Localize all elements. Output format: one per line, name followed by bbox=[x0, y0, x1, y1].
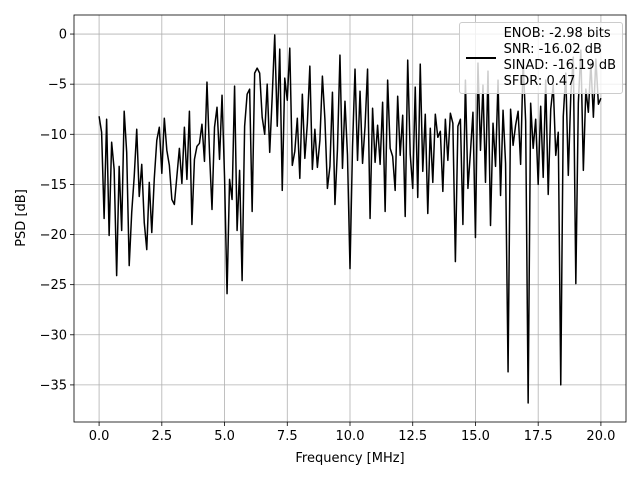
legend-swatch bbox=[465, 57, 496, 59]
y-tick-label: −20 bbox=[40, 228, 67, 243]
y-axis-label: PSD [dB] bbox=[14, 189, 29, 247]
legend: ENOB: -2.98 bits SNR: -16.02 dB SINAD: -… bbox=[458, 22, 623, 94]
x-tick-label: 10.0 bbox=[336, 429, 365, 444]
y-tick-label: −15 bbox=[40, 178, 67, 193]
x-tick-label: 2.5 bbox=[151, 429, 172, 444]
y-tick-label: −10 bbox=[40, 128, 67, 143]
x-tick-label: 12.5 bbox=[398, 429, 427, 444]
x-tick-label: 15.0 bbox=[461, 429, 490, 444]
y-tick-label: −30 bbox=[40, 328, 67, 343]
y-tick-label: −35 bbox=[40, 378, 67, 393]
x-tick-label: 20.0 bbox=[586, 429, 615, 444]
plot-frame bbox=[73, 14, 627, 423]
legend-label: ENOB: -2.98 bits SNR: -16.02 dB SINAD: -… bbox=[503, 26, 616, 89]
x-tick-label: 17.5 bbox=[524, 429, 553, 444]
x-tick-label: 0.0 bbox=[89, 429, 110, 444]
x-tick-label: 5.0 bbox=[214, 429, 235, 444]
y-tick-label: −25 bbox=[40, 278, 67, 293]
y-tick-label: 0 bbox=[59, 28, 67, 43]
x-axis-label: Frequency [MHz] bbox=[295, 451, 404, 466]
data-line bbox=[98, 34, 602, 404]
x-tick-label: 7.5 bbox=[277, 429, 298, 444]
y-tick-label: −5 bbox=[48, 78, 67, 93]
